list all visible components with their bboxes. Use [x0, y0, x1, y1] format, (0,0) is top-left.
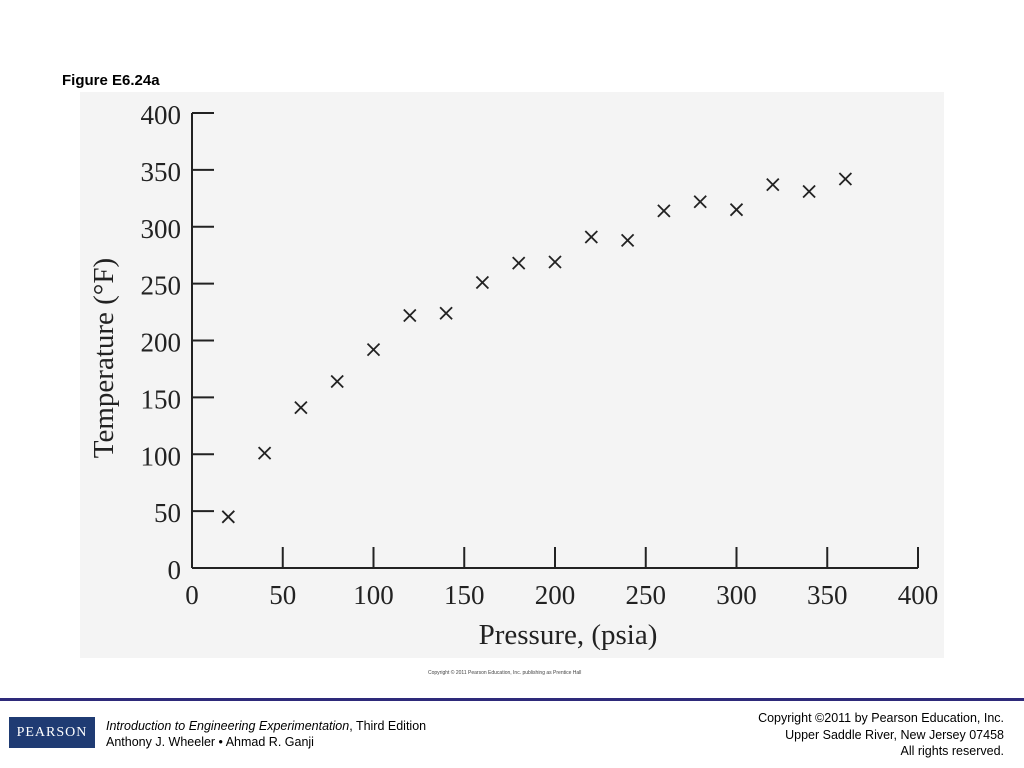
data-point-x-marker	[294, 400, 308, 415]
data-point-x-marker	[257, 446, 272, 460]
data-point-x-marker	[838, 172, 853, 186]
data-point-x-marker	[620, 233, 635, 248]
y-tick-label: 100	[141, 441, 182, 471]
x-tick-label: 200	[535, 580, 576, 610]
copyright-line-1: Copyright ©2011 by Pearson Education, In…	[758, 711, 1004, 725]
y-tick-label: 250	[141, 271, 182, 301]
y-axis-label: Temperature (°F)	[88, 258, 120, 458]
data-point-x-marker	[512, 256, 526, 270]
x-tick-label: 0	[185, 580, 199, 610]
figure-copyright-note: Copyright © 2011 Pearson Education, Inc.…	[428, 670, 582, 676]
data-point-x-marker	[766, 178, 780, 192]
data-point-x-marker	[693, 195, 707, 209]
book-authors: Anthony J. Wheeler • Ahmad R. Ganji	[106, 735, 314, 749]
x-axis-label: Pressure, (psia)	[479, 619, 658, 651]
book-edition: , Third Edition	[349, 719, 427, 733]
data-point-x-marker	[221, 510, 235, 524]
x-tick-label: 100	[353, 580, 394, 610]
data-point-x-marker	[802, 184, 816, 199]
pearson-logo: PEARSON	[9, 717, 95, 748]
copyright-line-3: All rights reserved.	[900, 744, 1004, 758]
y-axis-ticks: 0 50 100 150 200 250 300 350 400	[141, 100, 214, 585]
chart-axes	[191, 113, 918, 569]
data-point-x-marker	[330, 374, 344, 389]
y-tick-label: 350	[141, 157, 182, 187]
data-points	[221, 172, 853, 524]
footer-divider	[0, 698, 1024, 701]
x-tick-label: 350	[807, 580, 848, 610]
data-point-x-marker	[439, 306, 453, 320]
x-tick-label: 150	[444, 580, 485, 610]
y-tick-label: 150	[141, 384, 182, 414]
data-point-x-marker	[657, 204, 671, 218]
copyright-line-2: Upper Saddle River, New Jersey 07458	[785, 727, 1004, 742]
x-tick-label: 300	[716, 580, 757, 610]
data-point-x-marker	[548, 255, 562, 269]
book-title: Introduction to Engineering Experimentat…	[106, 719, 350, 733]
y-tick-label: 300	[141, 214, 182, 244]
x-tick-label: 250	[626, 580, 667, 610]
chart-panel: 0 50 100 150 200 250 300 350 400 0 50 100 150 200 250…	[80, 92, 944, 658]
y-tick-label: 50	[154, 498, 181, 528]
logo-text: PEARSON	[16, 724, 88, 740]
y-tick-label: 400	[141, 100, 182, 130]
figure-title: Figure E6.24a	[62, 72, 160, 89]
x-tick-label: 50	[269, 580, 296, 610]
x-axis-ticks: 0 50 100 150 200 250 300 350 400	[185, 547, 938, 610]
data-point-x-marker	[403, 308, 417, 323]
data-point-x-marker	[475, 275, 490, 290]
data-point-x-marker	[584, 230, 598, 244]
book-info: Introduction to Engineering Experimentat…	[106, 718, 426, 750]
data-point-x-marker	[366, 342, 381, 357]
copyright-block: Copyright ©2011 by Pearson Education, In…	[758, 710, 1004, 760]
data-point-x-marker	[729, 203, 744, 217]
x-tick-label: 400	[898, 580, 939, 610]
y-tick-label: 200	[141, 328, 182, 358]
scatter-chart: 0 50 100 150 200 250 300 350 400 0 50 100 150 200 250…	[88, 100, 938, 651]
y-tick-label: 0	[168, 555, 182, 585]
